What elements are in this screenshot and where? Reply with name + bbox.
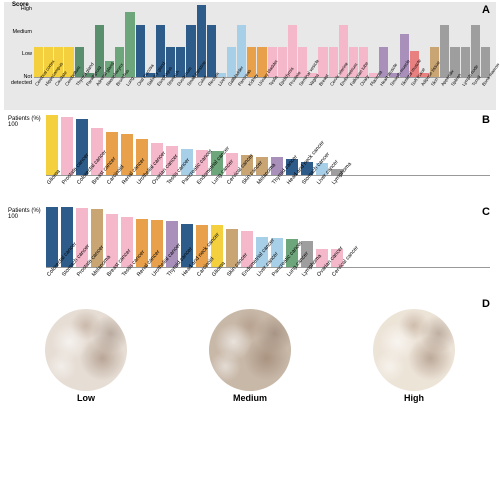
xlabel: Cervical cancer (331, 265, 353, 286)
ylabel: Not detected (6, 74, 32, 86)
bar (125, 12, 134, 77)
ylabel: Low (6, 51, 32, 57)
ylabels-a: High Medium Low Not detected (6, 6, 32, 86)
panel-c: C Patients (%) 100 Colorectal cancerStom… (4, 204, 496, 294)
bar (46, 115, 58, 175)
caption: High (404, 393, 424, 403)
bar (46, 207, 58, 267)
histology-image (45, 309, 127, 391)
bar (318, 47, 327, 77)
ylabel: Medium (6, 29, 32, 35)
xlabel: Lymphoma (331, 173, 353, 194)
panel-a: Score A High Medium Low Not detected Cer… (4, 2, 496, 110)
histology-image (209, 309, 291, 391)
panel-label-a: A (482, 4, 490, 16)
ylabel-b: Patients (%) 100 (8, 116, 42, 176)
bar (136, 25, 145, 77)
histology-low: Low (45, 309, 127, 403)
bar (61, 117, 73, 175)
xlabels-a: Cerebral cortexHippocampusCaudateCerebel… (34, 78, 490, 106)
xlabels-b: GliomaProstate cancerColorectal cancerBr… (46, 176, 490, 200)
ylabel-c: Patients (%) 100 (8, 208, 42, 268)
ylabel: High (6, 6, 32, 12)
panel-label-b: B (482, 114, 490, 126)
bar (440, 25, 449, 77)
panel-d: D Low Medium High (0, 296, 500, 416)
bar (207, 25, 216, 77)
caption: Low (77, 393, 95, 403)
panel-label-c: C (482, 206, 490, 218)
panel-label-d: D (482, 298, 490, 310)
histology-image (373, 309, 455, 391)
caption: Medium (233, 393, 267, 403)
ytick: 100 (8, 214, 42, 220)
histology-high: High (373, 309, 455, 403)
xlabels-c: Colorectal cancerStomach cancerProstate … (46, 268, 490, 292)
panel-b: B Patients (%) 100 GliomaProstate cancer… (4, 112, 496, 202)
histology-medium: Medium (209, 309, 291, 403)
ytick: 100 (8, 122, 42, 128)
